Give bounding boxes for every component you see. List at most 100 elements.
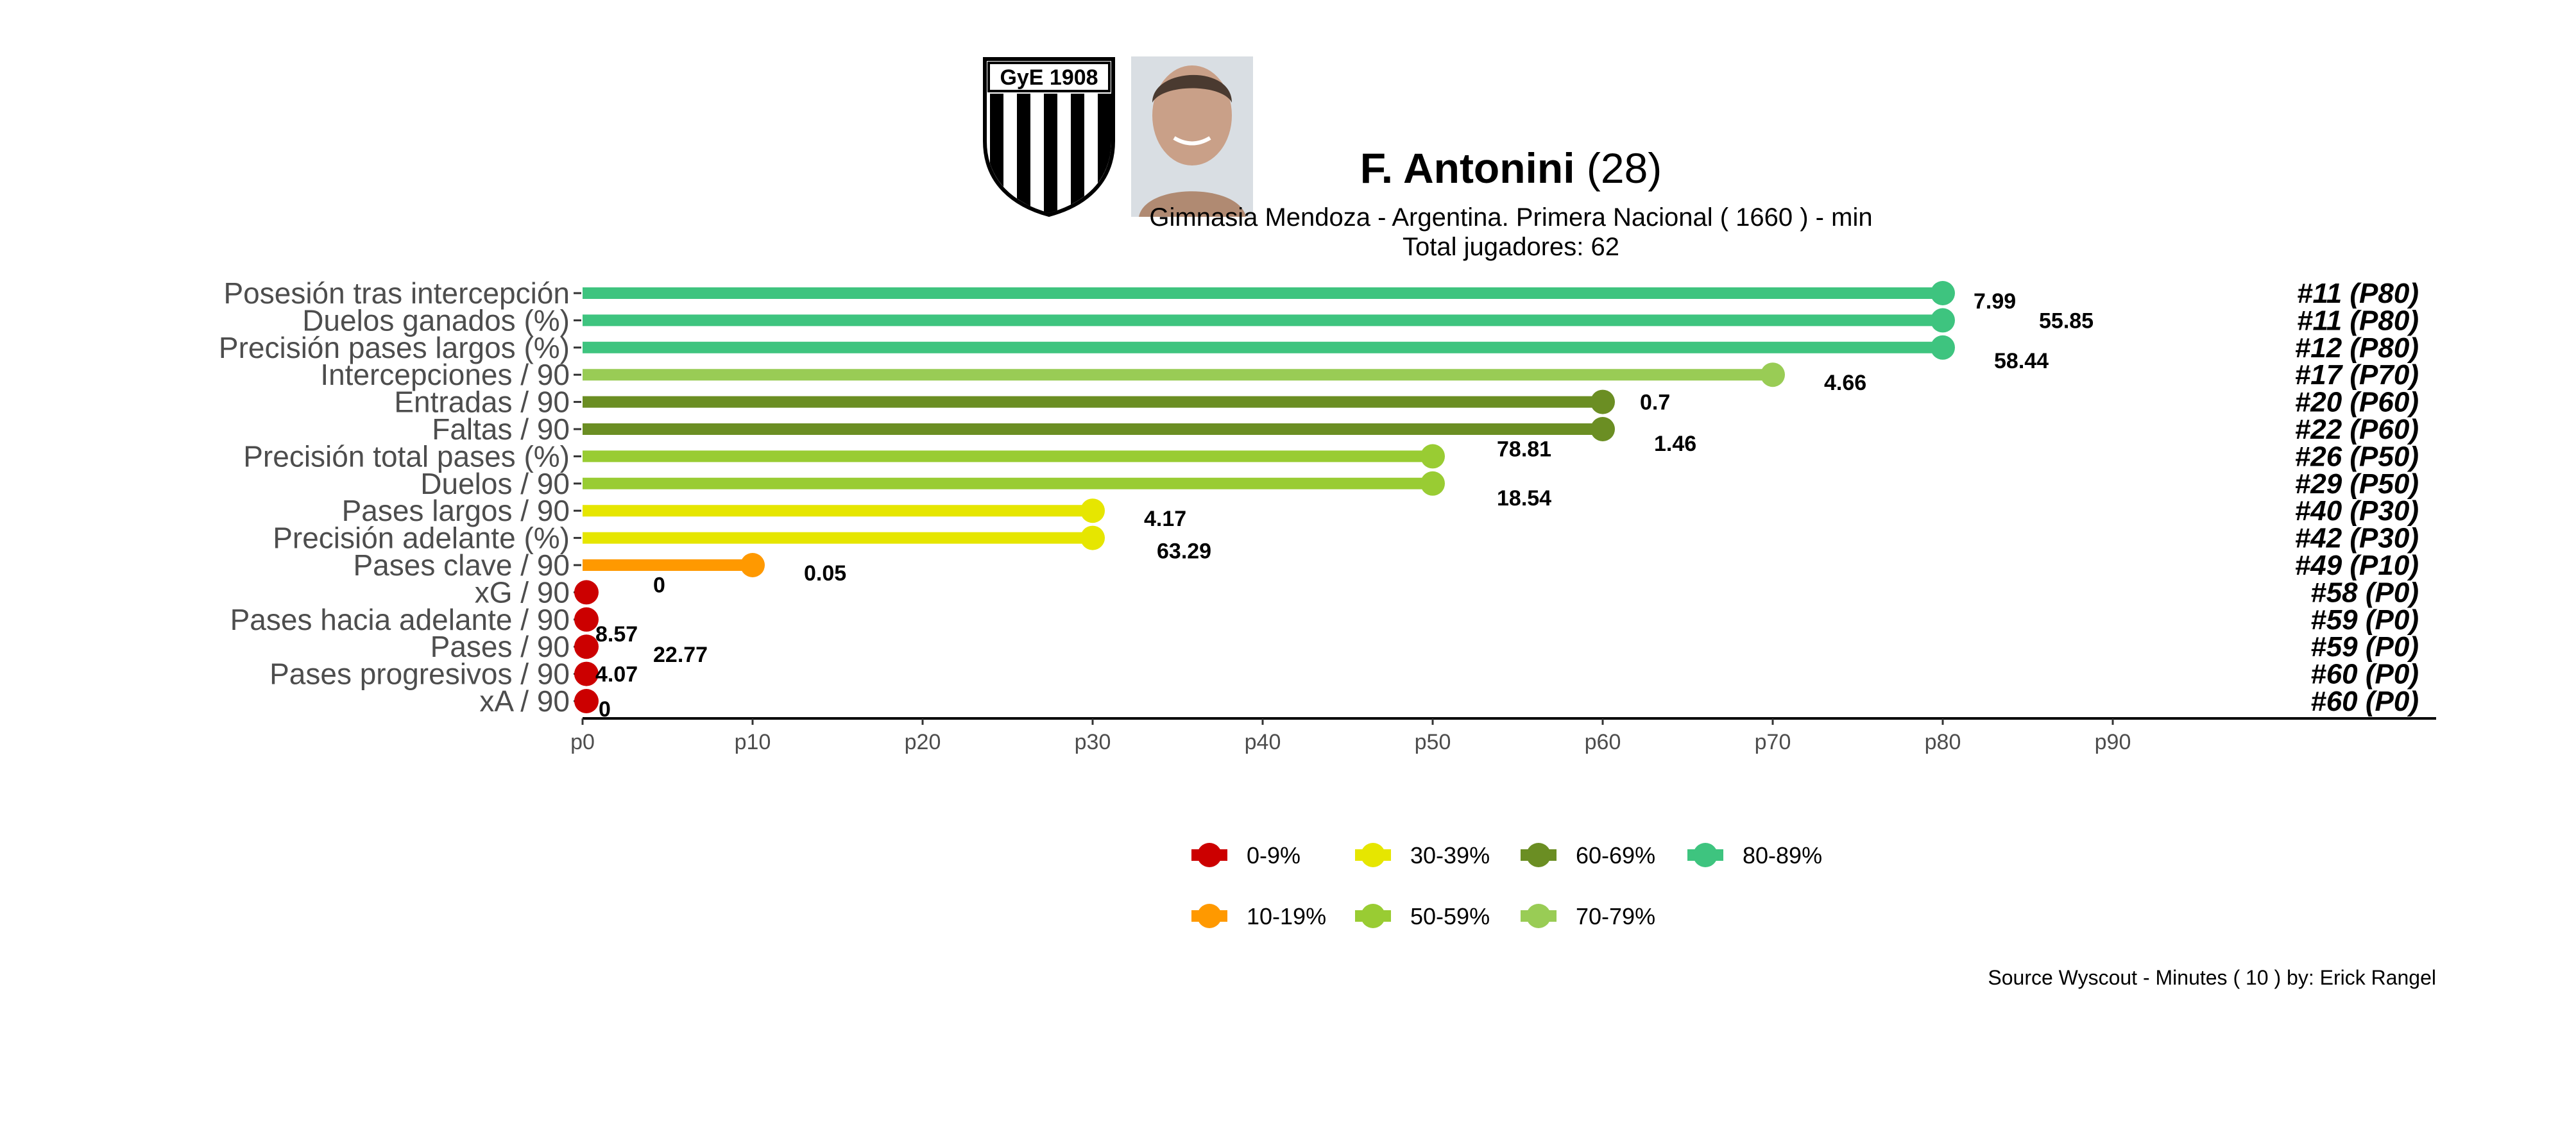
category-label: Precisión total pases (%) [243, 439, 570, 473]
rank-label: #29 (P50) [2295, 468, 2419, 500]
rank-label: #60 (P0) [2310, 659, 2419, 690]
rank-label: #60 (P0) [2310, 686, 2419, 717]
legend-item: 80-89% [1687, 842, 1822, 869]
x-tick-label: p40 [1245, 730, 1281, 754]
x-tick-label: p90 [2095, 730, 2131, 754]
player-age: (28) [1587, 144, 1662, 192]
chart-subtitle: Gimnasia Mendoza - Argentina. Primera Na… [1149, 203, 1872, 232]
legend-swatch-dot [1526, 843, 1551, 867]
legend-item: 70-79% [1521, 903, 1655, 929]
legend-swatch-dot [1197, 843, 1222, 867]
legend: 0-9% 30-39% 60-69% 80-89% 10-19% 50-59% 70-79% [1191, 842, 1822, 929]
lollipop-dot [1591, 389, 1615, 414]
legend-swatch-dot [1526, 904, 1551, 928]
category-label: Pases clave / 90 [353, 548, 570, 582]
category-label: Intercepciones / 90 [320, 358, 570, 391]
legend-label: 80-89% [1743, 842, 1822, 869]
lollipop-dot [1420, 471, 1445, 496]
value-label: 58.44 [1994, 349, 2049, 373]
category-label: Duelos ganados (%) [302, 303, 570, 337]
lollipop-dot [1420, 444, 1445, 469]
lollipop-dot [574, 661, 599, 686]
player-photo [1131, 56, 1253, 217]
category-label: xG / 90 [475, 575, 570, 609]
rank-label: #49 (P10) [2295, 550, 2419, 581]
legend-swatch-dot [1197, 904, 1222, 928]
legend-label: 50-59% [1410, 903, 1490, 929]
legend-label: 60-69% [1576, 842, 1655, 869]
rank-label: #59 (P0) [2310, 631, 2419, 663]
value-label: 0 [653, 573, 665, 597]
legend-item: 0-9% [1191, 842, 1301, 869]
lollipop-dot [574, 689, 599, 713]
value-label: 22.77 [653, 643, 708, 667]
player-age-spacer [1575, 144, 1587, 192]
value-label: 4.17 [1144, 507, 1186, 531]
lollipop-dot [1080, 525, 1105, 550]
value-label: 1.46 [1654, 432, 1696, 456]
legend-label: 30-39% [1410, 842, 1490, 869]
category-label: Pases largos / 90 [342, 494, 570, 527]
rank-label: #17 (P70) [2295, 359, 2419, 391]
club-crest-logo: GyE 1908 [983, 57, 1115, 217]
value-label: 7.99 [1974, 289, 2016, 314]
category-label: Posesión tras intercepción [223, 276, 570, 310]
legend-label: 10-19% [1247, 903, 1326, 929]
lollipop-dot [1761, 362, 1785, 387]
value-label: 63.29 [1157, 539, 1211, 564]
plot-area: p0 p10 p20 p30 p40 p50 p60 p70 p80 p90 Posesión tr… [219, 276, 2436, 754]
x-tick-label: p60 [1585, 730, 1621, 754]
lollipop-dot [1591, 417, 1615, 441]
total-players: Total jugadores: 62 [1403, 233, 1619, 261]
category-label: Precisión adelante (%) [273, 521, 570, 555]
category-label: Precisión pases largos (%) [219, 331, 570, 364]
x-tick-label: p30 [1075, 730, 1111, 754]
legend-item: 30-39% [1355, 842, 1490, 869]
value-label: 0 [599, 697, 611, 722]
lollipop-dot [574, 580, 599, 605]
lollipop-dot [574, 634, 599, 659]
value-label: 0.05 [804, 561, 846, 586]
x-tick-label: p10 [735, 730, 771, 754]
category-label: Pases / 90 [431, 630, 570, 663]
value-label: 8.57 [595, 622, 638, 647]
lollipop-dot [1931, 335, 1955, 360]
lollipop-dot [574, 607, 599, 632]
category-label: Duelos / 90 [420, 467, 570, 500]
x-tick-label: p0 [570, 730, 595, 754]
value-label: 4.07 [595, 663, 638, 687]
rank-label: #26 (P50) [2295, 441, 2419, 472]
crest-text: GyE 1908 [1000, 65, 1098, 90]
value-label: 78.81 [1497, 437, 1551, 461]
rank-label: #11 (P80) [2297, 305, 2419, 336]
category-label: Pases hacia adelante / 90 [230, 603, 570, 636]
legend-item: 50-59% [1355, 903, 1490, 929]
legend-swatch-dot [1361, 904, 1385, 928]
rank-label: #12 (P80) [2295, 332, 2419, 364]
x-tick-label: p70 [1755, 730, 1791, 754]
rank-label: #11 (P80) [2297, 278, 2419, 309]
value-label: 18.54 [1497, 486, 1551, 511]
rank-label: #22 (P60) [2295, 414, 2419, 445]
x-tick-label: p20 [905, 730, 941, 754]
lollipop-dot [1931, 281, 1955, 305]
category-label: Pases progresivos / 90 [269, 657, 570, 691]
category-label: xA / 90 [479, 684, 570, 718]
legend-swatch-dot [1361, 843, 1385, 867]
value-label: 0.7 [1640, 391, 1670, 415]
lollipop-dot [740, 553, 765, 577]
player-name: F. Antonini [1360, 144, 1575, 192]
category-label: Entradas / 90 [394, 386, 570, 419]
legend-item: 60-69% [1521, 842, 1655, 869]
rank-label: #42 (P30) [2295, 523, 2419, 554]
chart-title: F. Antonini (28) [1360, 144, 1662, 192]
legend-label: 0-9% [1247, 842, 1301, 869]
rank-label: #20 (P60) [2295, 387, 2419, 418]
legend-item: 10-19% [1191, 903, 1326, 929]
category-label: Faltas / 90 [432, 412, 570, 446]
x-tick-label: p80 [1925, 730, 1961, 754]
lollipop-dot [1931, 308, 1955, 333]
source-caption: Source Wyscout - Minutes ( 10 ) by: Eric… [1988, 966, 2436, 989]
rank-label: #58 (P0) [2310, 577, 2419, 608]
